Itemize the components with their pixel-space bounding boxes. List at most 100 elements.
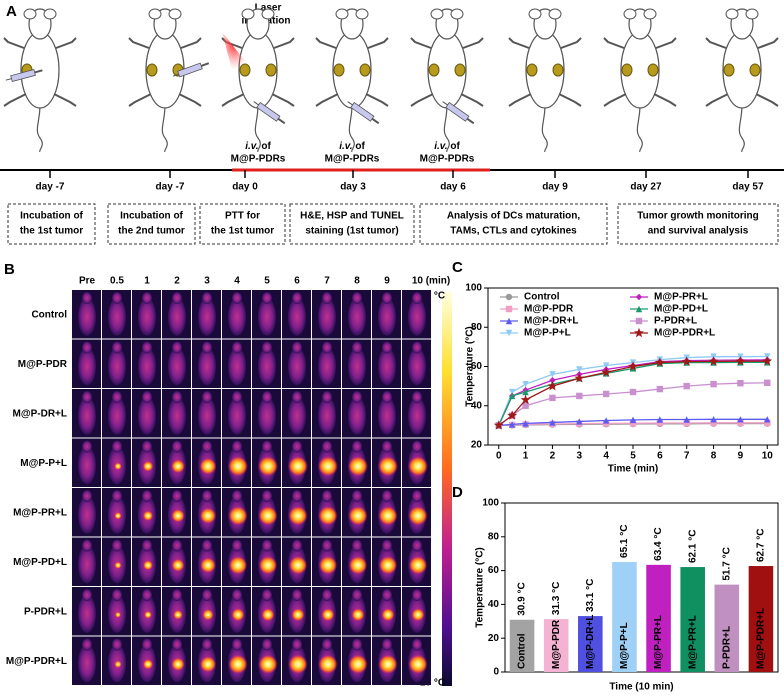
- marker: [602, 362, 610, 369]
- marker: [710, 380, 717, 388]
- hot-spot: [318, 654, 338, 674]
- column-label: 0.5: [110, 276, 124, 287]
- marker: [505, 293, 513, 301]
- mouse-heat: [378, 297, 396, 336]
- injection-route: i.v.: [339, 141, 352, 152]
- mouse-head-heat: [262, 292, 272, 304]
- mouse-head-heat: [82, 589, 92, 601]
- marker: [574, 373, 585, 383]
- hot-spot: [142, 659, 154, 670]
- mouse-heat: [138, 297, 156, 336]
- mouse-head-heat: [172, 341, 182, 354]
- tumor: [552, 63, 564, 77]
- mouse-head-heat: [322, 539, 332, 552]
- mouse-head-heat: [352, 638, 362, 651]
- series-line: [498, 359, 768, 426]
- y-tick-label: 100: [465, 283, 482, 294]
- mouse-head-heat: [82, 292, 92, 304]
- category-label: M@P-PR+L: [653, 615, 664, 669]
- hot-spot: [378, 506, 398, 526]
- mouse-heat: [348, 396, 366, 435]
- x-tick-label: 1: [523, 451, 529, 462]
- bar: [748, 566, 774, 672]
- hot-spot: [228, 456, 248, 477]
- mouse-head-heat: [232, 391, 242, 403]
- marker: [549, 377, 556, 384]
- mouse-head-heat: [172, 539, 182, 552]
- mouse: [221, 8, 295, 152]
- day-label: day 57: [732, 182, 764, 193]
- series-line: [498, 361, 768, 426]
- hot-spot: [199, 507, 217, 524]
- mouse-head-heat: [382, 638, 392, 651]
- hot-spot: [142, 461, 154, 472]
- marker: [737, 379, 744, 387]
- tumor: [428, 63, 440, 77]
- marker: [683, 416, 690, 423]
- y-tick-label: 100: [482, 498, 499, 509]
- mouse-heat: [168, 297, 186, 336]
- hot-spot: [171, 509, 185, 523]
- mouse-heat: [288, 396, 306, 435]
- hot-spot: [408, 456, 428, 477]
- row-label: M@P-P+L: [20, 458, 67, 469]
- row-label: M@P-DR+L: [13, 408, 67, 419]
- mouse-heat: [228, 396, 246, 435]
- marker: [547, 380, 558, 391]
- hot-spot: [381, 608, 395, 622]
- x-tick-label: 3: [577, 451, 583, 462]
- mouse-head-heat: [112, 589, 122, 601]
- marker: [522, 388, 529, 396]
- tumor: [333, 63, 345, 77]
- panel-label: B: [4, 261, 15, 278]
- column-label: 7: [324, 276, 330, 287]
- row-label: Control: [31, 309, 67, 320]
- series-line: [498, 355, 768, 426]
- mouse-heat: [378, 396, 396, 435]
- column-label: 9: [384, 276, 390, 287]
- mouse-head-heat: [292, 638, 302, 651]
- mouse-head-heat: [232, 341, 242, 354]
- mouse-head-heat: [292, 539, 302, 552]
- hot-spot: [408, 506, 428, 526]
- mouse-head-heat: [382, 539, 392, 552]
- step-text: the 1st tumor: [211, 226, 274, 237]
- marker: [635, 305, 643, 313]
- hot-spot: [258, 456, 278, 477]
- step-box: [289, 203, 415, 245]
- mouse: [705, 8, 779, 152]
- hot-spot: [258, 654, 278, 674]
- mouse-heat: [108, 396, 126, 435]
- mouse-head-heat: [172, 292, 182, 304]
- injection-of: of: [261, 141, 271, 152]
- mouse-heat: [78, 495, 96, 534]
- mouse-heat: [318, 297, 336, 336]
- mouse-heat: [108, 297, 126, 336]
- marker: [654, 357, 665, 367]
- mouse-head-heat: [292, 292, 302, 304]
- mouse-head-heat: [232, 292, 242, 304]
- marker: [520, 394, 531, 405]
- bar: [612, 561, 637, 672]
- mouse-head-heat: [412, 539, 422, 552]
- hot-spot: [228, 654, 248, 674]
- hot-spot: [321, 608, 335, 622]
- hot-spot: [202, 609, 214, 621]
- mouse-head-heat: [352, 391, 362, 403]
- marker: [505, 317, 513, 325]
- hot-spot: [199, 656, 217, 673]
- mouse-heat: [318, 396, 336, 435]
- legend-label: Control: [524, 292, 560, 303]
- hot-spot: [288, 506, 308, 526]
- mouse-heat: [78, 644, 96, 683]
- mouse-head-heat: [112, 490, 122, 502]
- marker: [602, 417, 610, 424]
- day-label: day 6: [440, 182, 466, 193]
- category-label: M@P-PDR: [551, 619, 562, 669]
- legend-label: M@P-PDR: [524, 304, 574, 315]
- y-axis-title: Temperature (°C): [465, 326, 476, 407]
- marker: [708, 356, 719, 366]
- injection-agent: M@P-PDRs: [325, 154, 380, 165]
- bar: [714, 584, 740, 672]
- mouse-head-heat: [112, 391, 122, 403]
